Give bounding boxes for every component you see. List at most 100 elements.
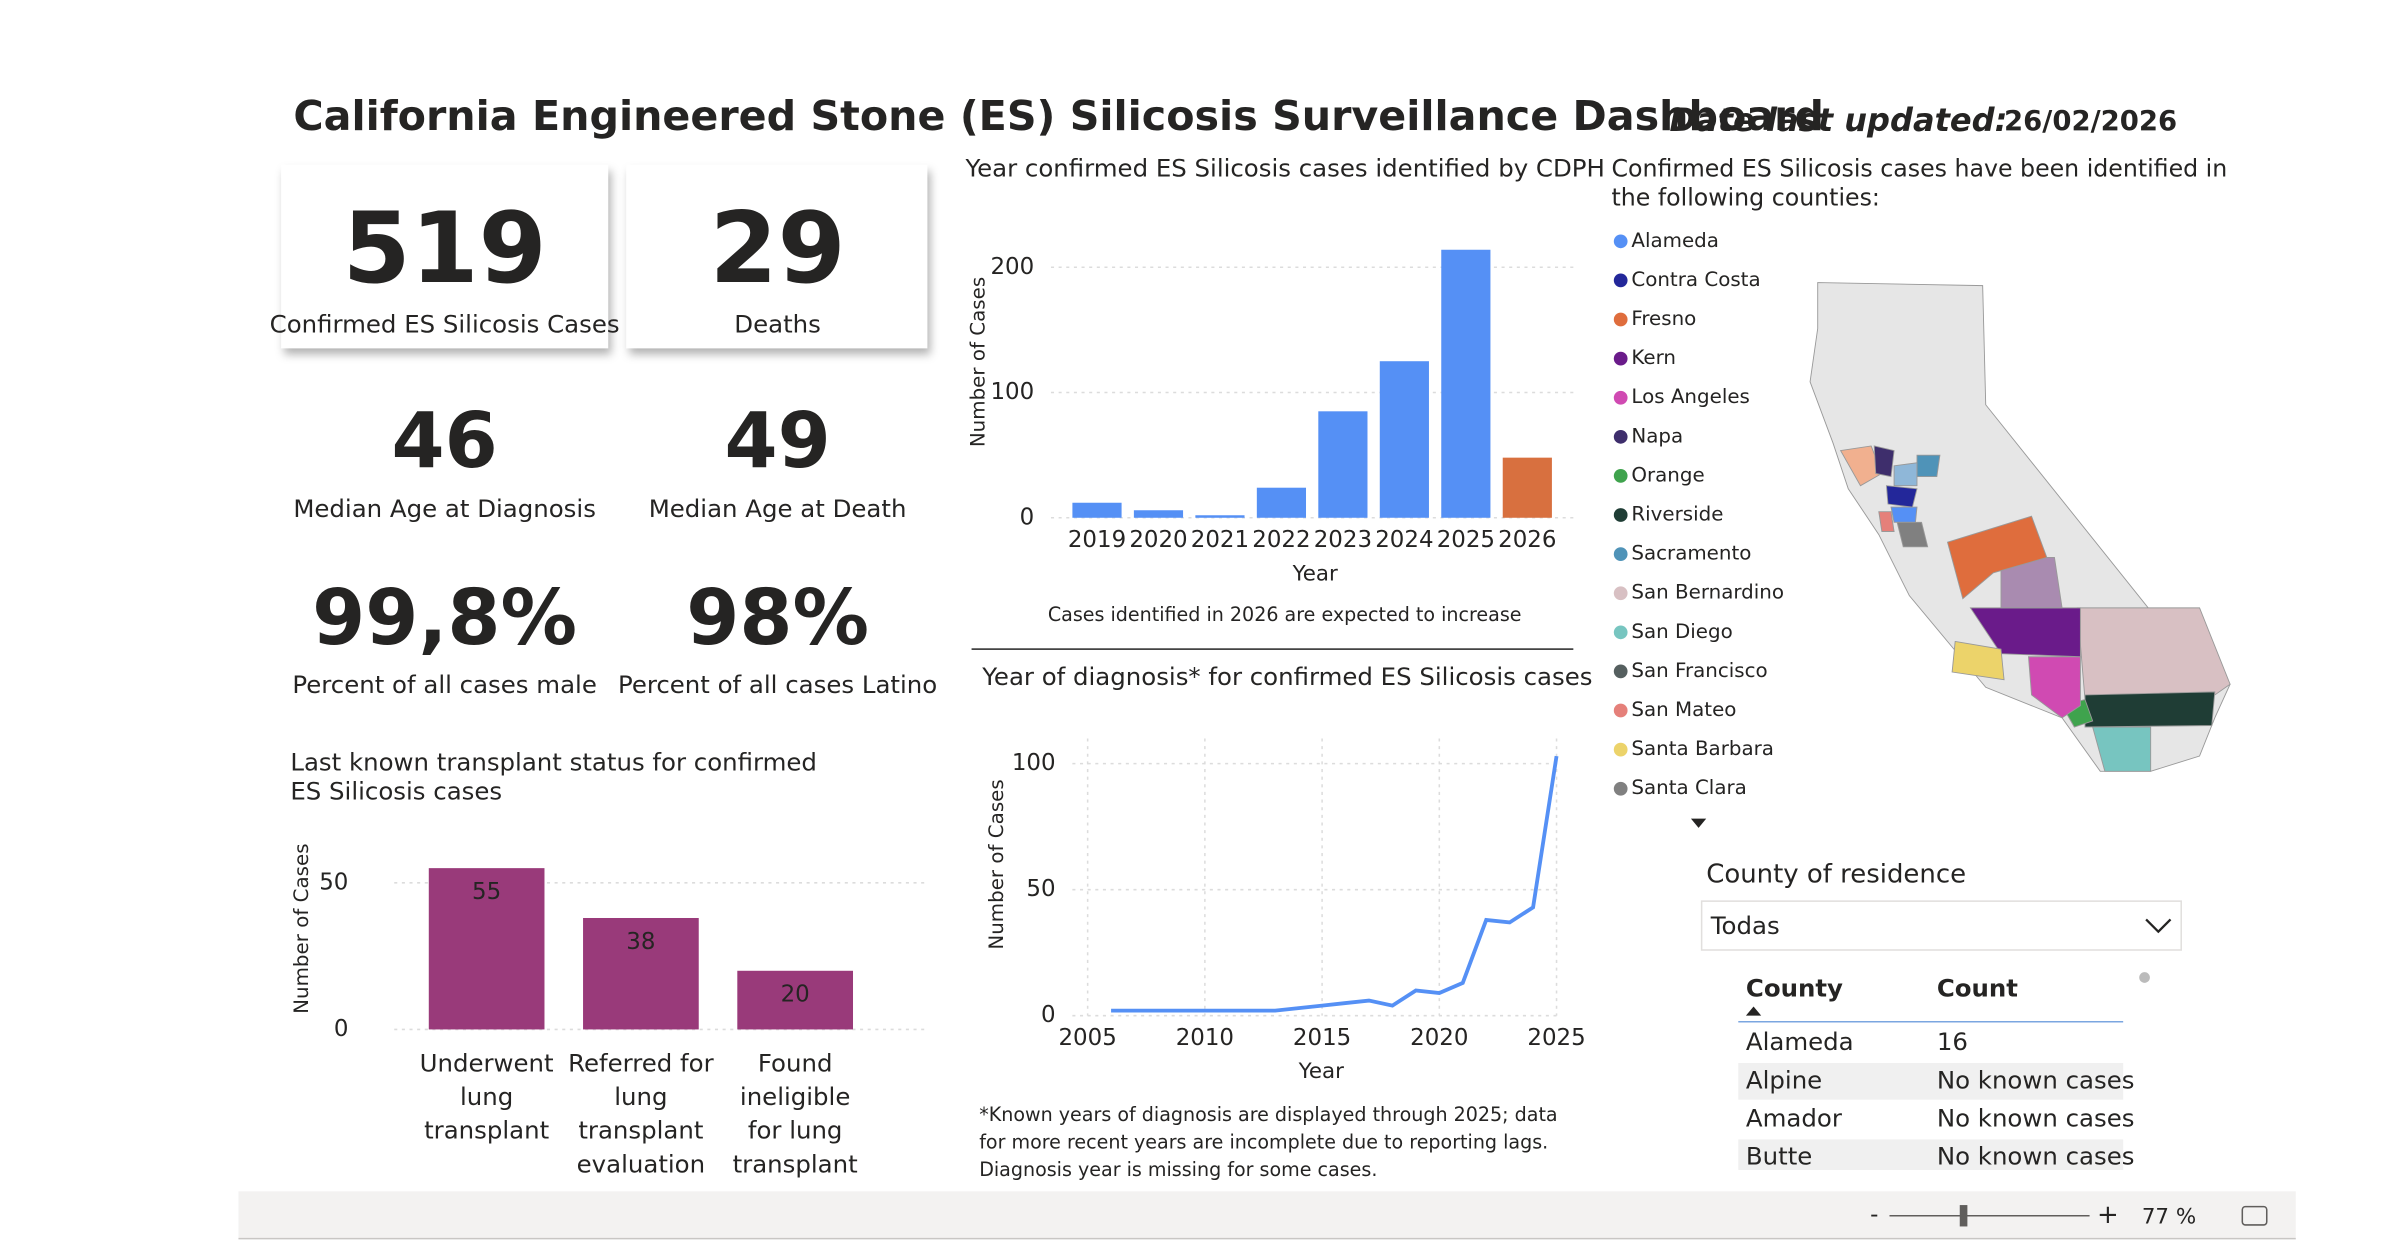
bar [1195,515,1245,518]
legend-label[interactable]: San Bernardino [1631,581,1784,604]
legend-label[interactable]: San Mateo [1631,698,1736,721]
bar [1318,411,1368,518]
kpi-label: Percent of all cases Latino [618,670,937,699]
x-tick-label: 2019 [1068,527,1126,553]
kpi-label: Percent of all cases male [292,670,596,699]
legend-label[interactable]: San Francisco [1631,659,1767,682]
chart-title: Last known transplant status for confirm… [290,748,817,806]
row-bg [1738,1063,2124,1100]
x-tick-label: 2024 [1375,527,1433,553]
x-tick-label: 2025 [1527,1025,1585,1051]
zoom-out[interactable]: - [1870,1202,1878,1228]
chart-note: Cases identified in 2026 are expected to… [1048,603,1522,626]
kpi-label: Confirmed ES Silicosis Cases [270,309,620,338]
table-cell: Amador [1746,1104,1843,1133]
slicer-dropdown[interactable] [1700,900,2182,951]
legend-label[interactable]: Los Angeles [1631,385,1750,408]
table-cell: Alpine [1746,1065,1822,1094]
chart-title: Year confirmed ES Silicosis cases identi… [964,154,1604,183]
legend-swatch [1613,664,1628,679]
x-tick-label: 2023 [1314,527,1372,553]
kpi-value: 519 [343,192,547,306]
zoom-level: 77 % [2142,1204,2196,1229]
x-tick-label: 2021 [1191,527,1249,553]
x-tick-label: 2010 [1176,1025,1234,1051]
line [1111,755,1559,1013]
kpi-value: 98% [686,574,869,663]
data-label: 20 [781,982,810,1008]
legend-label[interactable]: Riverside [1631,503,1723,526]
y-tick-label: 100 [990,379,1034,405]
kpi-value: 49 [724,397,830,486]
legend-label[interactable]: Kern [1631,346,1676,369]
bar [737,970,854,1030]
y-axis-title: Number of Cases [290,843,313,1013]
legend-label[interactable]: Santa Clara [1631,776,1746,799]
legend-swatch [1613,547,1628,561]
legend-swatch [1613,742,1628,757]
y-tick-label: 100 [1012,750,1056,776]
zoom-in[interactable]: + [2097,1200,2119,1230]
kpi-value: 29 [710,192,846,306]
bar [1502,457,1552,518]
legend-label[interactable]: Santa Barbara [1631,737,1774,760]
column-header[interactable]: Count [1937,974,2018,1003]
legend-swatch [1613,586,1628,601]
column-header[interactable]: County [1746,974,1843,1003]
legend-label[interactable]: Orange [1631,463,1704,486]
y-tick-label: 50 [1026,876,1055,902]
bar [583,917,699,1030]
kpi-value: 46 [391,397,497,486]
map-title: Confirmed ES Silicosis cases have been i… [1612,154,2228,211]
table-cell: 16 [1937,1027,1968,1056]
zoom-thumb[interactable] [1959,1205,1968,1227]
legend-swatch [1613,429,1628,444]
legend-label[interactable]: San Diego [1631,620,1732,643]
legend-swatch [1613,625,1628,640]
legend-swatch [1613,703,1628,718]
legend-label[interactable]: Alameda [1631,229,1719,252]
legend-swatch [1613,781,1628,796]
y-axis-title: Number of Cases [967,277,990,447]
date-label: Date last updated: [1670,101,2008,139]
x-tick-label: Underwent lung transplant [420,1049,554,1145]
bar [1379,361,1429,518]
date: 26/02/2026 [2004,105,2177,137]
fit-page[interactable] [2241,1205,2268,1226]
bar [428,868,545,1030]
kpi-label: Median Age at Death [649,494,907,523]
slicer-value: Todas [1710,911,1780,940]
x-tick-label: 2015 [1293,1025,1351,1051]
dashboard-title: California Engineered Stone (ES) Silicos… [293,92,1824,140]
chart-note: *Known years of diagnosis are displayed … [979,1102,1557,1180]
y-axis-title: Number of Cases [985,779,1008,949]
bar [1133,510,1184,518]
y-tick-label: 0 [1041,1002,1056,1028]
scroll-handle [2139,972,2150,983]
legend-label[interactable]: Contra Costa [1631,268,1760,291]
sort-indicator [1745,1006,1762,1016]
x-tick-label: 2025 [1437,527,1495,553]
x-tick-label: 2020 [1410,1025,1468,1051]
kpi-label: Median Age at Diagnosis [293,494,596,523]
table-cell: Butte [1746,1142,1812,1171]
x-tick-label: 2005 [1058,1025,1116,1051]
slicer-label: County of residence [1706,860,1966,890]
chart-title: Year of diagnosis* for confirmed ES Sili… [981,662,1592,691]
x-axis-title: Year [1298,1059,1344,1084]
x-tick-label: Referred for lung transplant evaluation [568,1049,714,1179]
kpi-value: 99,8% [312,574,577,663]
x-tick-label: Found ineligible for lung transplant [733,1049,858,1179]
legend-label[interactable]: Fresno [1631,307,1696,330]
table-clip [1680,1169,2169,1190]
legend-swatch [1613,312,1628,327]
california-map [1809,282,2231,772]
zoom-bar [238,1191,2296,1240]
legend-more[interactable] [1690,818,1707,828]
y-tick-label: 200 [990,254,1034,280]
legend-label[interactable]: Sacramento [1631,542,1751,565]
legend-label[interactable]: Napa [1631,424,1683,447]
table-cell: No known cases [1937,1065,2135,1094]
